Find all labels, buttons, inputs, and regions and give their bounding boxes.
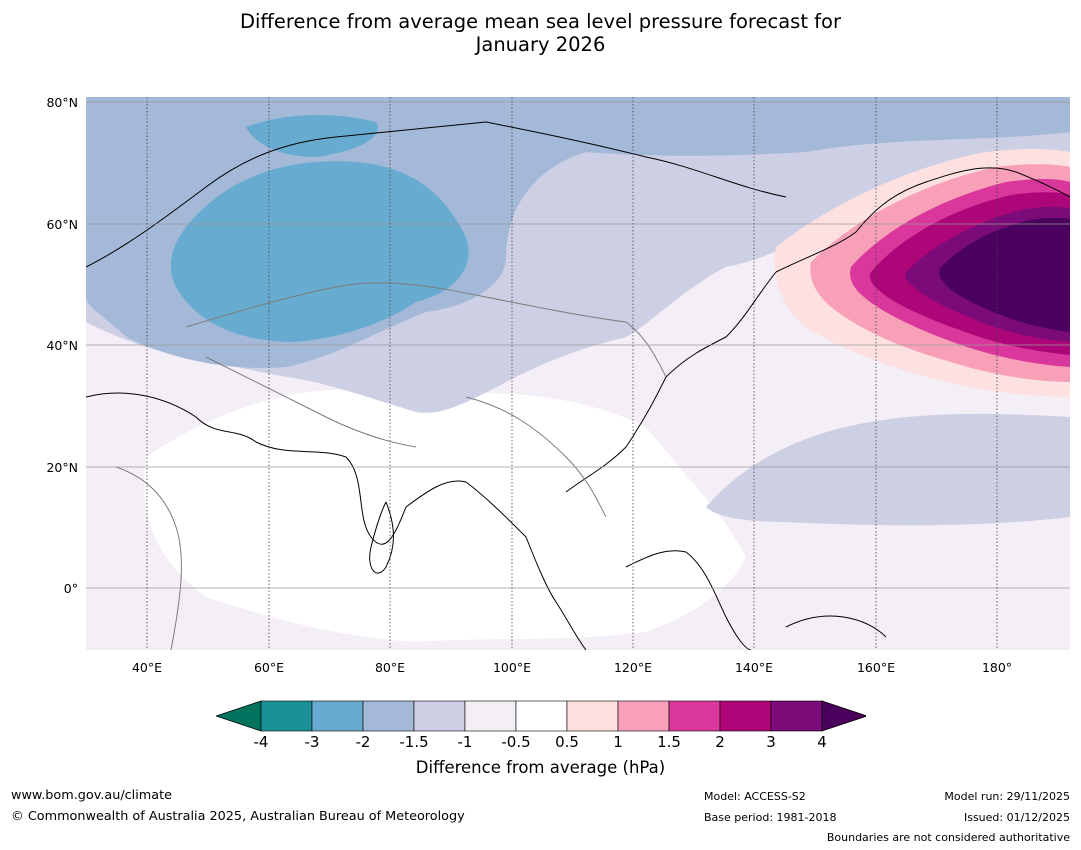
colorbar-swatch: [668, 700, 721, 732]
colorbar: [216, 700, 866, 732]
colorbar-tick-label: 1: [613, 733, 623, 751]
map-title: Difference from average mean sea level p…: [0, 10, 1081, 56]
latitude-gridlines: [86, 101, 1070, 589]
colorbar-swatch: [566, 700, 619, 732]
colorbar-label: Difference from average (hPa): [415, 758, 666, 777]
lon-label-60e: 60°E: [253, 660, 285, 675]
colorbar-swatch: [311, 700, 364, 732]
lon-label-80e: 80°E: [374, 660, 406, 675]
lat-label-40n: 40°N: [46, 338, 78, 353]
disclaimer-text: Boundaries are not considered authoritat…: [826, 831, 1070, 844]
colorbar-tick-label: 3: [766, 733, 776, 751]
anomaly-band-blue-north: [246, 115, 378, 157]
lon-label-160e: 160°E: [856, 660, 895, 675]
colorbar-over-triangle: [821, 700, 866, 732]
anomaly-band-pacific: [706, 413, 1070, 526]
colorbar-swatch: [362, 700, 415, 732]
base-period-text: Base period: 1981-2018: [704, 811, 837, 824]
lat-label-0: 0°: [63, 581, 78, 596]
title-line-2: January 2026: [475, 33, 606, 56]
model-text: Model: ACCESS-S2: [704, 790, 806, 803]
colorbar-swatch: [617, 700, 670, 732]
neutral-region: [144, 389, 747, 642]
colorbar-tick-label: -3: [304, 733, 320, 751]
issued-text: Issued: 01/12/2025: [963, 811, 1070, 824]
colorbar-swatch: [260, 700, 313, 732]
colorbar-tick-label: 4: [817, 733, 827, 751]
anomaly-band-blue: [170, 161, 469, 342]
colorbar-swatch: [413, 700, 466, 732]
colorbar-tick-label: 1.5: [657, 733, 681, 751]
colorbar-tick-label: -1.5: [399, 733, 429, 751]
colorbar-tick-label: 0.5: [555, 733, 579, 751]
lon-label-180: 180°: [981, 660, 1013, 675]
colorbar-tick-label: -4: [253, 733, 269, 751]
colorbar-under-triangle: [216, 700, 262, 732]
website-text: www.bom.gov.au/climate: [11, 788, 172, 803]
colorbar-tick-label: 2: [715, 733, 725, 751]
colorbar-swatch: [464, 700, 517, 732]
lon-label-100e: 100°E: [492, 660, 531, 675]
lon-label-40e: 40°E: [131, 660, 163, 675]
lon-label-120e: 120°E: [613, 660, 652, 675]
colorbar-tick-label: -0.5: [501, 733, 531, 751]
colorbar-swatch: [770, 700, 823, 732]
colorbar-swatch: [719, 700, 772, 732]
colorbar-tick-label: -1: [457, 733, 473, 751]
map-panel: [86, 97, 1070, 650]
colorbar-tick-label: -2: [355, 733, 371, 751]
pressure-anomaly-map: [86, 97, 1070, 650]
lat-label-20n: 20°N: [46, 460, 78, 475]
lat-label-60n: 60°N: [46, 217, 78, 232]
lon-label-140e: 140°E: [734, 660, 773, 675]
model-run-text: Model run: 29/11/2025: [944, 790, 1070, 803]
title-line-1: Difference from average mean sea level p…: [240, 10, 841, 33]
longitude-gridlines: [146, 97, 998, 650]
lat-label-80n: 80°N: [46, 95, 78, 110]
colorbar-swatch: [515, 700, 568, 732]
country-borders: [115, 282, 667, 650]
copyright-text: © Commonwealth of Australia 2025, Austra…: [11, 809, 465, 824]
anomaly-band-darkpurple: [939, 217, 1070, 332]
